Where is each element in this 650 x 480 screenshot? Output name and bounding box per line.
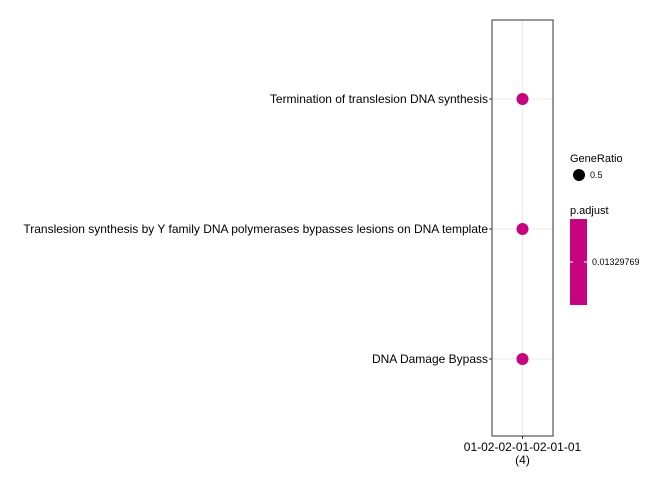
x-axis: 01-02-02-01-02-01-01(4): [464, 436, 582, 467]
size-legend-label: 0.5: [590, 170, 603, 180]
y-tick-label: Termination of translesion DNA synthesis: [270, 92, 488, 106]
y-tick-label: Translesion synthesis by Y family DNA po…: [23, 222, 488, 236]
y-axis: Termination of translesion DNA synthesis…: [23, 92, 492, 366]
color-legend-title: p.adjust: [570, 205, 609, 217]
data-point: [516, 223, 529, 235]
x-tick-count: (4): [515, 453, 530, 467]
size-legend-title: GeneRatio: [570, 153, 623, 165]
x-tick-label: 01-02-02-01-02-01-01: [464, 440, 582, 454]
color-legend-bar: [570, 219, 587, 305]
color-legend: p.adjust 0.01329769: [570, 205, 640, 305]
data-point: [516, 353, 529, 365]
points-layer: [516, 93, 529, 365]
y-tick-label: DNA Damage Bypass: [372, 352, 488, 366]
size-legend-key: [573, 169, 585, 181]
data-point: [516, 93, 529, 105]
color-legend-label: 0.01329769: [592, 257, 640, 267]
size-legend: GeneRatio 0.5: [570, 153, 623, 181]
